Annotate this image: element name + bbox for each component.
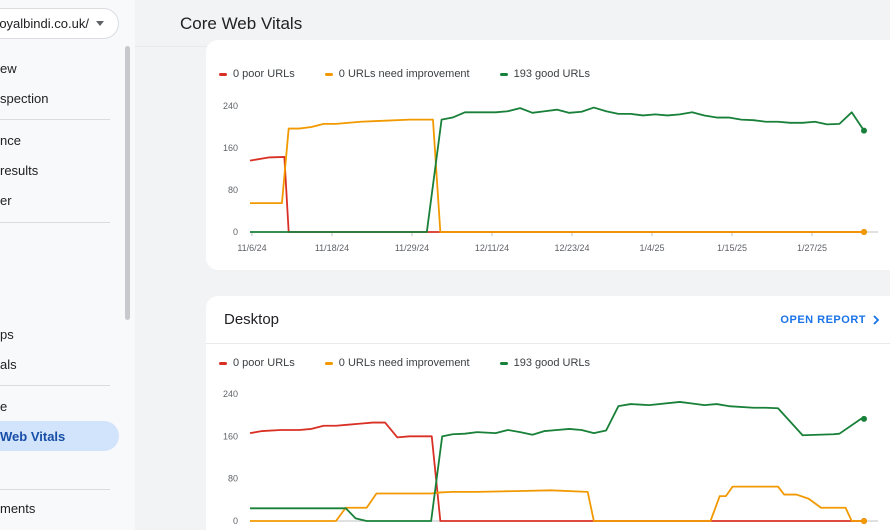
- series-line-poor[interactable]: [249, 421, 864, 522]
- sidebar-item-label: ments: [0, 500, 36, 516]
- legend-needs-label: 0 URLs need improvement: [338, 357, 470, 369]
- series-line-poor[interactable]: [249, 156, 864, 233]
- nav-performance[interactable]: nce: [0, 127, 21, 153]
- nav-enhancements[interactable]: ments: [0, 495, 35, 521]
- legend-good[interactable]: 193 good URLs: [499, 357, 591, 369]
- desktop-cwv-chart: 0 80 160 240: [223, 389, 878, 526]
- nav-search-results[interactable]: results: [0, 157, 38, 183]
- open-report-button[interactable]: OPEN REPORT: [780, 314, 880, 326]
- property-selector[interactable]: royalbindi.co.uk/: [0, 8, 119, 39]
- nav-overview[interactable]: ew: [0, 55, 17, 81]
- y-tick-label: 240: [223, 101, 238, 111]
- chart-legend: 0 poor URLs 0 URLs need improvement 193 …: [219, 357, 620, 369]
- x-tick-label: 11/6/24: [237, 243, 266, 253]
- nav-divider: [0, 119, 110, 120]
- x-tick-label: 1/27/25: [797, 243, 827, 253]
- needs-improvement-swatch-icon: [324, 72, 333, 76]
- series-line-good[interactable]: [250, 106, 865, 233]
- y-tick-label: 0: [233, 227, 238, 237]
- mobile-cwv-chart: 0 80 160 240 11/6/24 11/18/24 11/29/24 12/11/24…: [223, 101, 878, 253]
- x-tick-label: 11/18/24: [315, 243, 349, 253]
- sidebar-item-label: results: [0, 162, 39, 178]
- legend-good[interactable]: 193 good URLs: [499, 68, 591, 80]
- sidebar-scrollbar[interactable]: [125, 46, 130, 320]
- nav-removals[interactable]: als: [0, 351, 17, 377]
- sidebar: royalbindi.co.uk/ ew spection nce results er…: [0, 0, 135, 530]
- nav-discover[interactable]: er: [0, 187, 12, 213]
- nav-sitemaps[interactable]: ps: [0, 321, 14, 347]
- series-endpoint-needs[interactable]: [861, 229, 867, 235]
- good-swatch-icon: [499, 72, 508, 76]
- open-report-label: OPEN REPORT: [780, 314, 866, 326]
- poor-swatch-icon: [219, 361, 227, 365]
- sidebar-item-label: er: [0, 192, 12, 208]
- chart-legend: 0 poor URLs 0 URLs need improvement 193 …: [219, 68, 620, 80]
- series-endpoint-needs[interactable]: [861, 518, 867, 524]
- poor-swatch-icon: [219, 72, 227, 76]
- legend-poor[interactable]: 0 poor URLs: [219, 357, 295, 369]
- legend-needs-improvement[interactable]: 0 URLs need improvement: [324, 357, 470, 369]
- series-line-needs[interactable]: [250, 485, 864, 522]
- y-tick-label: 160: [223, 143, 238, 153]
- series-line-good[interactable]: [250, 401, 864, 522]
- nav-divider: [0, 385, 110, 386]
- legend-good-label: 193 good URLs: [513, 357, 591, 369]
- x-tick-label: 1/4/25: [639, 243, 664, 253]
- y-tick-label: 160: [223, 431, 238, 441]
- series-line-needs[interactable]: [250, 118, 864, 233]
- legend-needs-label: 0 URLs need improvement: [338, 68, 470, 80]
- sidebar-item-label: nce: [0, 132, 21, 148]
- chevron-right-icon: [873, 315, 880, 325]
- legend-poor[interactable]: 0 poor URLs: [219, 68, 295, 80]
- series-endpoint-good[interactable]: [861, 415, 867, 422]
- good-swatch-icon: [499, 361, 508, 365]
- mobile-report-card: 0 poor URLs 0 URLs need improvement 193 …: [206, 40, 890, 270]
- chevron-down-icon[interactable]: [96, 21, 104, 26]
- y-tick-label: 80: [228, 185, 238, 195]
- sidebar-item-label: als: [0, 356, 17, 372]
- y-tick-label: 80: [228, 474, 238, 484]
- legend-needs-improvement[interactable]: 0 URLs need improvement: [324, 68, 470, 80]
- desktop-report-card: Desktop OPEN REPORT 0 poor URLs 0 URLs n…: [206, 296, 890, 530]
- card-title-desktop: Desktop: [224, 311, 280, 328]
- legend-poor-label: 0 poor URLs: [233, 68, 295, 80]
- nav-divider: [0, 222, 110, 223]
- x-tick-label: 11/29/24: [395, 243, 429, 253]
- x-tick-label: 12/11/24: [475, 243, 509, 253]
- series-endpoint-good[interactable]: [861, 127, 867, 134]
- sidebar-item-label: ew: [0, 60, 17, 76]
- legend-poor-label: 0 poor URLs: [233, 357, 295, 369]
- sidebar-item-label: ps: [0, 326, 14, 342]
- sidebar-item-label: Web Vitals: [0, 428, 66, 444]
- y-tick-label: 240: [223, 389, 238, 399]
- x-tick-label: 12/23/24: [554, 243, 589, 253]
- page-title: Core Web Vitals: [180, 14, 303, 33]
- nav-divider: [0, 489, 110, 490]
- x-tick-label: 1/15/25: [717, 243, 747, 253]
- sidebar-item-label: e: [0, 398, 8, 414]
- property-label: royalbindi.co.uk/: [0, 16, 89, 31]
- legend-good-label: 193 good URLs: [513, 68, 591, 80]
- needs-improvement-swatch-icon: [324, 361, 333, 365]
- sidebar-item-label: spection: [0, 90, 49, 106]
- nav-url-inspection[interactable]: spection: [0, 85, 48, 111]
- card-divider: [206, 343, 890, 344]
- nav-experience[interactable]: e: [0, 393, 7, 419]
- y-tick-label: 0: [233, 516, 238, 526]
- nav-core-web-vitals[interactable]: Web Vitals: [0, 421, 119, 451]
